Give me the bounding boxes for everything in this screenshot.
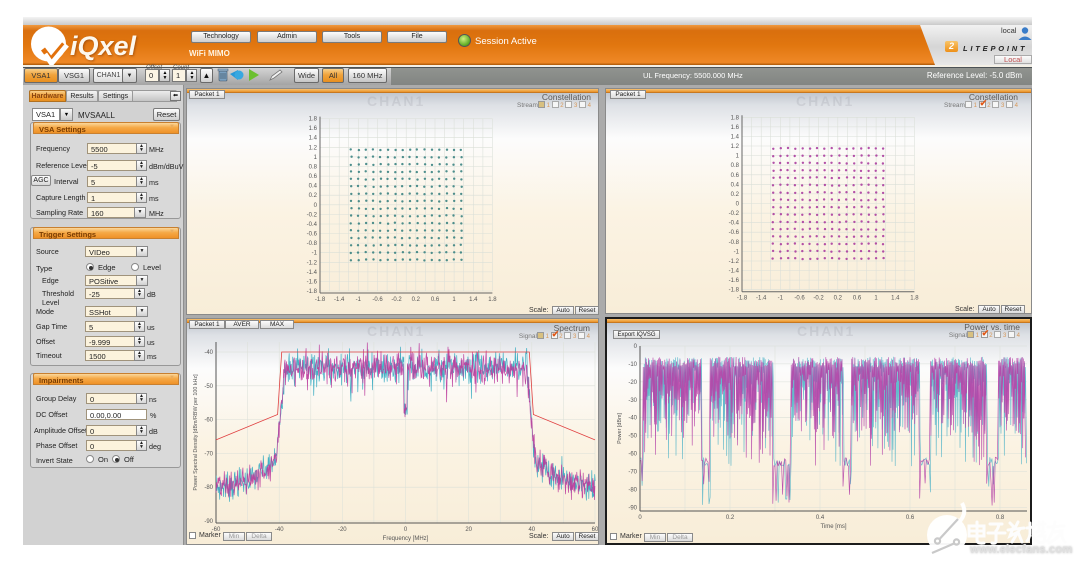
svg-text:0: 0: [634, 344, 638, 350]
svg-text:-40: -40: [275, 527, 284, 533]
svg-text:-1.4: -1.4: [756, 296, 767, 302]
svg-text:1.8: 1.8: [309, 117, 318, 123]
svg-text:-1: -1: [734, 249, 740, 255]
svg-text:1.2: 1.2: [309, 145, 318, 151]
svg-text:0.8: 0.8: [731, 163, 740, 169]
svg-text:-60: -60: [212, 527, 221, 533]
svg-text:-1.6: -1.6: [307, 279, 318, 285]
svg-text:-50: -50: [204, 384, 213, 390]
svg-text:0.6: 0.6: [853, 296, 862, 302]
svg-text:-1.2: -1.2: [729, 259, 740, 265]
svg-text:-1.8: -1.8: [315, 297, 326, 303]
svg-text:0.6: 0.6: [309, 174, 318, 180]
svg-text:0.2: 0.2: [309, 193, 318, 199]
svg-text:1: 1: [314, 155, 318, 161]
svg-text:-1: -1: [356, 297, 362, 303]
svg-text:0.4: 0.4: [309, 184, 318, 190]
svg-text:-0.2: -0.2: [391, 297, 402, 303]
svg-text:-1.8: -1.8: [737, 296, 748, 302]
svg-text:-0.6: -0.6: [372, 297, 383, 303]
svg-text:-0.2: -0.2: [307, 212, 318, 218]
svg-text:0.6: 0.6: [431, 297, 440, 303]
svg-text:-60: -60: [628, 452, 637, 458]
svg-text:-0.4: -0.4: [729, 221, 740, 227]
svg-text:0: 0: [638, 515, 642, 521]
svg-text:-0.2: -0.2: [813, 296, 824, 302]
svg-text:20: 20: [465, 527, 472, 533]
svg-text:0.2: 0.2: [834, 296, 843, 302]
svg-text:-90: -90: [204, 519, 213, 525]
svg-text:-90: -90: [628, 505, 637, 511]
svg-text:-20: -20: [628, 380, 637, 386]
svg-text:-40: -40: [204, 350, 213, 356]
svg-text:-1.4: -1.4: [334, 297, 345, 303]
svg-text:-50: -50: [628, 434, 637, 440]
svg-text:0: 0: [404, 527, 408, 533]
svg-text:-30: -30: [628, 398, 637, 404]
svg-text:-70: -70: [628, 470, 637, 476]
svg-text:-60: -60: [204, 418, 213, 424]
svg-text:-1.6: -1.6: [729, 278, 740, 284]
svg-text:-1.8: -1.8: [729, 288, 740, 294]
svg-text:-70: -70: [204, 451, 213, 457]
svg-text:-0.6: -0.6: [794, 296, 805, 302]
svg-text:-0.6: -0.6: [729, 230, 740, 236]
svg-text:-0.6: -0.6: [307, 232, 318, 238]
svg-text:-1.2: -1.2: [307, 260, 318, 266]
svg-text:-1.4: -1.4: [729, 269, 740, 275]
svg-text:-20: -20: [338, 527, 347, 533]
svg-text:1.4: 1.4: [891, 296, 900, 302]
svg-text:0.4: 0.4: [816, 515, 825, 521]
svg-text:0.8: 0.8: [309, 165, 318, 171]
svg-text:1: 1: [736, 154, 740, 160]
svg-text:Power [dBm]: Power [dBm]: [617, 413, 623, 444]
svg-text:Time [ms]: Time [ms]: [820, 524, 846, 530]
svg-text:1.4: 1.4: [309, 136, 318, 142]
svg-text:40: 40: [528, 527, 535, 533]
svg-text:1: 1: [452, 297, 456, 303]
svg-text:0.6: 0.6: [906, 515, 915, 521]
svg-text:0: 0: [314, 203, 318, 209]
svg-text:0.4: 0.4: [731, 182, 740, 188]
svg-text:0.2: 0.2: [731, 192, 740, 198]
svg-text:-80: -80: [204, 485, 213, 491]
svg-text:1.8: 1.8: [910, 296, 919, 302]
svg-text:1.4: 1.4: [469, 297, 478, 303]
svg-text:0.8: 0.8: [996, 515, 1005, 521]
svg-text:-0.8: -0.8: [729, 240, 740, 246]
svg-text:-1.4: -1.4: [307, 270, 318, 276]
svg-text:-40: -40: [628, 416, 637, 422]
svg-text:1.2: 1.2: [731, 144, 740, 150]
svg-text:1.8: 1.8: [731, 115, 740, 121]
svg-text:0.6: 0.6: [731, 173, 740, 179]
svg-text:-1.8: -1.8: [307, 289, 318, 295]
svg-text:1.6: 1.6: [731, 125, 740, 131]
svg-text:60: 60: [592, 527, 599, 533]
svg-text:-0.2: -0.2: [729, 211, 740, 217]
svg-text:-80: -80: [628, 488, 637, 494]
svg-text:1.4: 1.4: [731, 134, 740, 140]
svg-text:1.8: 1.8: [488, 297, 497, 303]
svg-text:-1: -1: [312, 251, 318, 257]
svg-text:-10: -10: [628, 362, 637, 368]
svg-text:-0.8: -0.8: [307, 241, 318, 247]
svg-text:1.6: 1.6: [309, 126, 318, 132]
svg-text:1: 1: [874, 296, 878, 302]
svg-text:-0.4: -0.4: [307, 222, 318, 228]
svg-text:-1: -1: [778, 296, 784, 302]
svg-text:Power Spectral Density [dBm/RB: Power Spectral Density [dBm/RBW per 100 …: [193, 374, 199, 491]
svg-text:0.2: 0.2: [726, 515, 735, 521]
svg-text:0: 0: [736, 202, 740, 208]
svg-text:Frequency [MHz]: Frequency [MHz]: [383, 536, 429, 542]
svg-text:0.2: 0.2: [412, 297, 421, 303]
